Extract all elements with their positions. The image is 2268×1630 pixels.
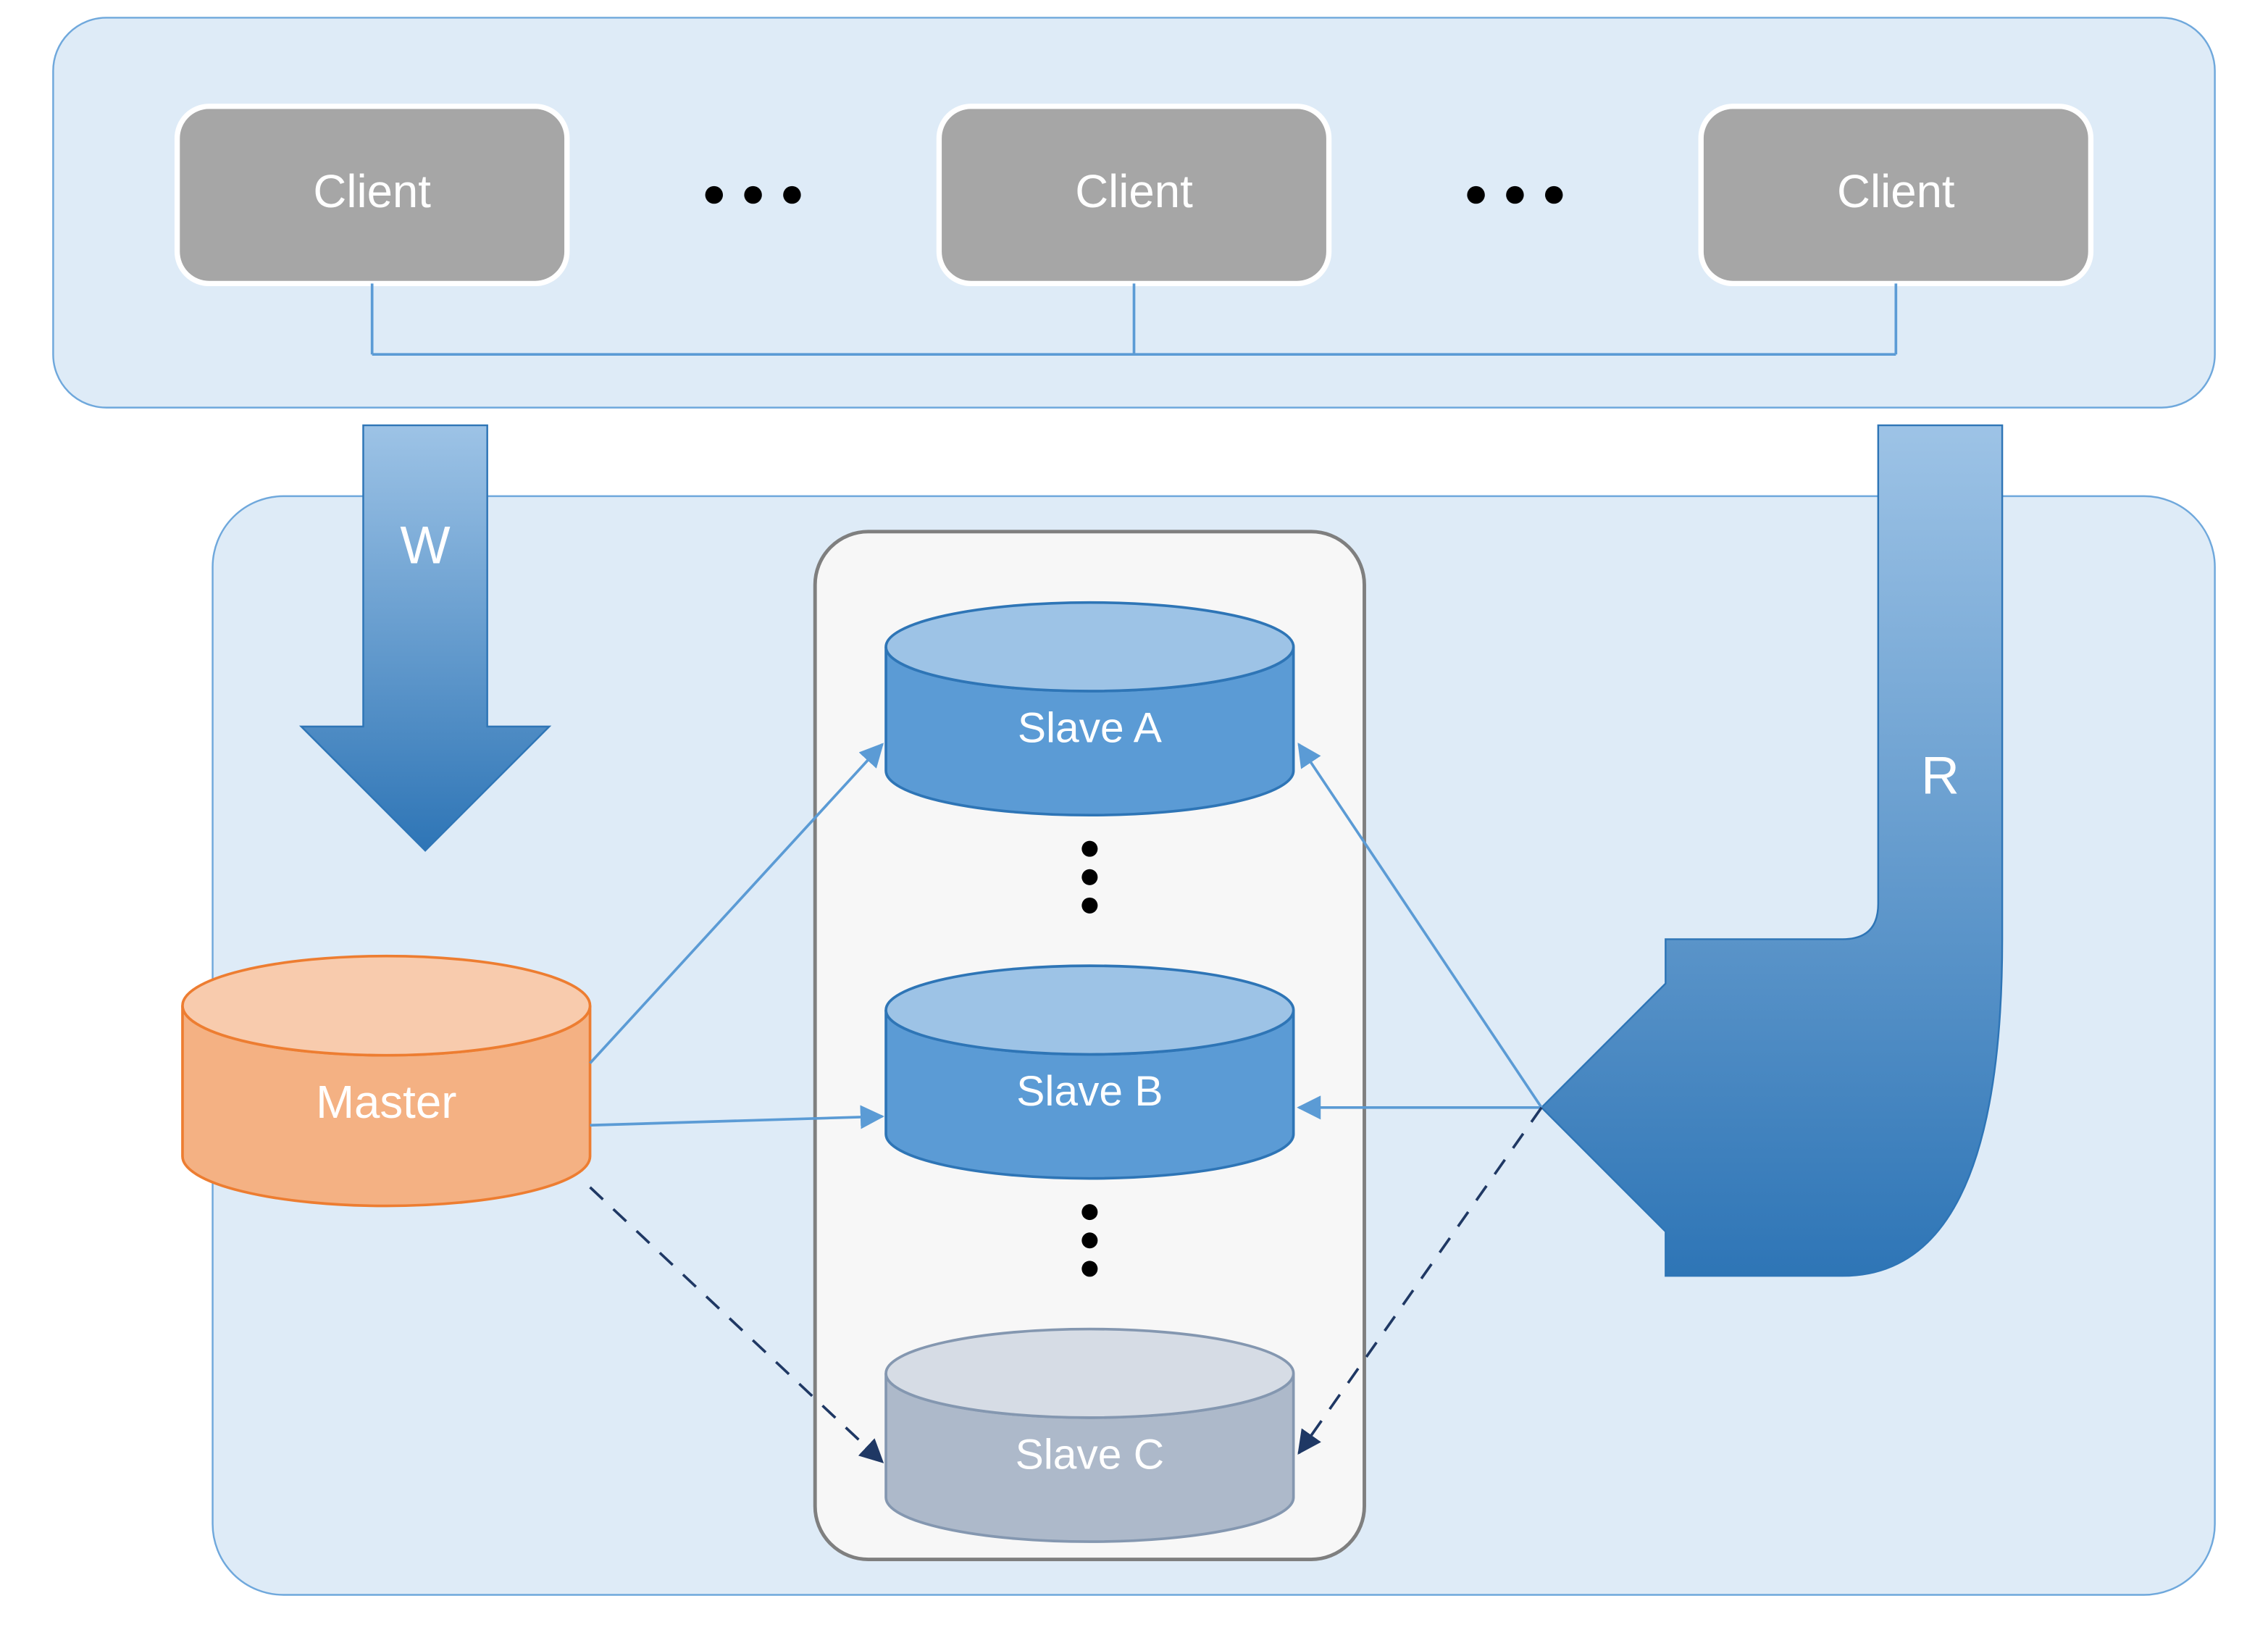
- client-node: Client: [1701, 106, 2091, 284]
- slave-db-b-label: Slave B: [1016, 1068, 1163, 1115]
- ellipsis-dots-vertical: [1081, 1204, 1097, 1276]
- slave-db-c-label: Slave C: [1016, 1431, 1165, 1478]
- read-arrow-label: R: [1921, 746, 1959, 806]
- diagram-canvas: W R Client Client Client Master Slave A Slave B…: [0, 0, 2268, 1630]
- master-db: Master: [183, 956, 590, 1206]
- client-label: Client: [1075, 166, 1193, 217]
- ellipsis-dots-vertical: [1081, 841, 1097, 914]
- slave-db-c: Slave C: [886, 1329, 1294, 1542]
- slave-db-b: Slave B: [886, 966, 1294, 1179]
- slave-db-a: Slave A: [886, 603, 1294, 816]
- ellipsis-dots: [1467, 186, 1562, 204]
- client-label: Client: [313, 166, 431, 217]
- master-db-label: Master: [316, 1077, 456, 1128]
- client-node: Client: [939, 106, 1328, 284]
- client-node: Client: [177, 106, 567, 284]
- client-label: Client: [1837, 166, 1955, 217]
- ellipsis-dots: [706, 186, 801, 204]
- write-arrow-label: W: [400, 516, 450, 575]
- slave-db-a-label: Slave A: [1018, 705, 1163, 752]
